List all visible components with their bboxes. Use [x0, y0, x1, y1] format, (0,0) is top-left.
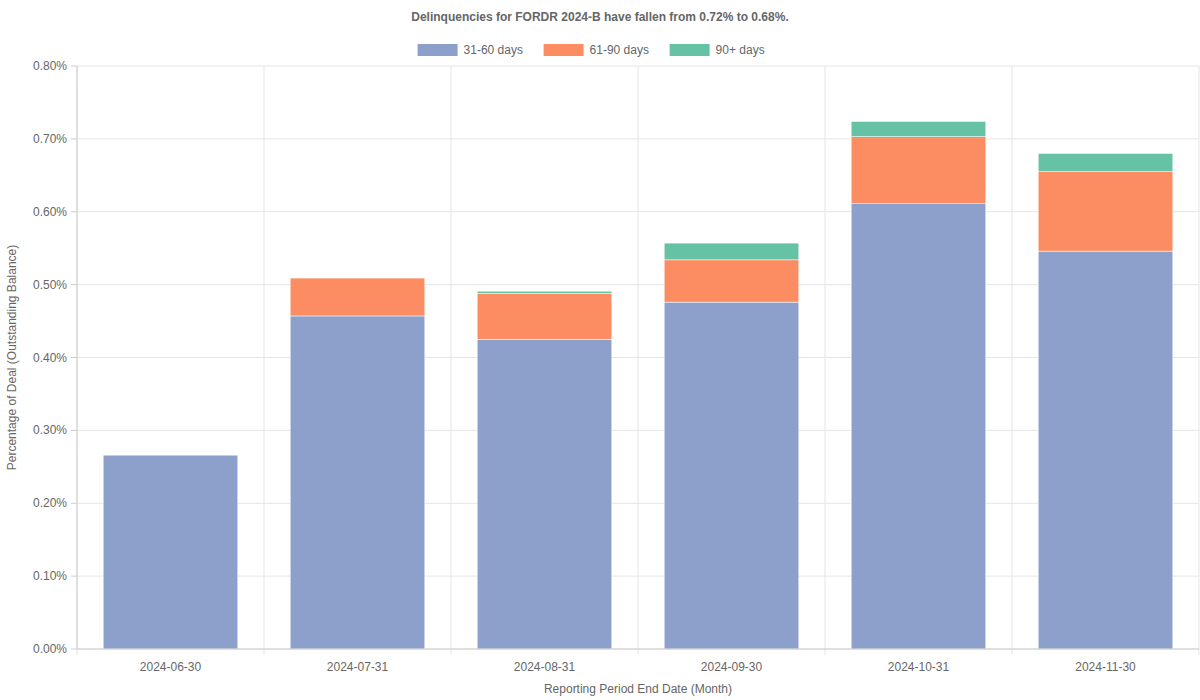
x-tick-label: 2024-09-30 [701, 660, 763, 674]
tick-mark [71, 576, 77, 577]
grid-line-vertical [1199, 66, 1200, 655]
y-tick-label: 0.10% [33, 569, 67, 583]
y-tick-label: 0.70% [33, 132, 67, 146]
tick-mark [71, 430, 77, 431]
x-tick-label: 2024-06-30 [140, 660, 202, 674]
grid-line-vertical [264, 66, 265, 655]
bars [103, 121, 1173, 649]
title: Delinquencies for FORDR 2024-B have fall… [411, 10, 788, 24]
legend: 31-60 days 61-90 days 90+ days [418, 43, 765, 57]
bar-segment [103, 455, 238, 456]
x-tick-label: 2024-07-31 [327, 660, 389, 674]
y-tick-label: 0.50% [33, 278, 67, 292]
bar-segment [1038, 251, 1173, 649]
bar-segment [664, 260, 799, 302]
tick-mark [71, 357, 77, 358]
y-axis-title: Percentage of Deal (Outstanding Balance) [5, 245, 19, 470]
legend-label: 31-60 days [464, 43, 523, 57]
legend-label: 90+ days [716, 43, 765, 57]
tick-mark [71, 211, 77, 212]
legend-swatch [670, 44, 710, 56]
bar-segment [851, 121, 986, 136]
bar-segment [851, 204, 986, 649]
y-tick-label: 0.80% [33, 59, 67, 73]
y-tick-label: 0.30% [33, 423, 67, 437]
tick-mark [71, 284, 77, 285]
bar-segment [103, 455, 238, 649]
grid-line [77, 649, 1199, 650]
chart: Delinquencies for FORDR 2024-B have fall… [0, 0, 1200, 700]
bar-segment [1038, 153, 1173, 171]
grid-line-vertical [638, 66, 639, 655]
bar-segment [851, 137, 986, 204]
x-axis [77, 649, 1199, 650]
bar-segment [477, 339, 612, 649]
bar-segment [664, 243, 799, 260]
bar-segment [477, 291, 612, 293]
bar-segment [1038, 172, 1173, 251]
x-axis-title: Reporting Period End Date (Month) [544, 682, 732, 696]
y-tick-label: 0.00% [33, 642, 67, 656]
grid-line-vertical [451, 66, 452, 655]
grid-line-vertical [1012, 66, 1013, 655]
bar-segment [290, 278, 425, 279]
y-tick-label: 0.40% [33, 351, 67, 365]
bar-segment [477, 293, 612, 339]
grid-line-vertical [825, 66, 826, 655]
y-tick-label: 0.60% [33, 205, 67, 219]
x-tick-label: 2024-11-30 [1075, 660, 1136, 674]
bar-segment [103, 455, 238, 456]
legend-swatch [544, 44, 584, 56]
bar-segment [664, 302, 799, 649]
legend-label: 61-90 days [590, 43, 649, 57]
x-tick-label: 2024-08-31 [514, 660, 576, 674]
bar-segment [290, 316, 425, 649]
tick-mark [71, 138, 77, 139]
legend-swatch [418, 44, 458, 56]
x-tick-label: 2024-10-31 [888, 660, 950, 674]
tick-mark [71, 649, 77, 650]
y-axis [77, 66, 78, 649]
bar-segment [290, 278, 425, 316]
y-tick-label: 0.20% [33, 496, 67, 510]
tick-mark [71, 503, 77, 504]
tick-mark [71, 66, 77, 67]
grid-line-vertical [77, 66, 78, 655]
